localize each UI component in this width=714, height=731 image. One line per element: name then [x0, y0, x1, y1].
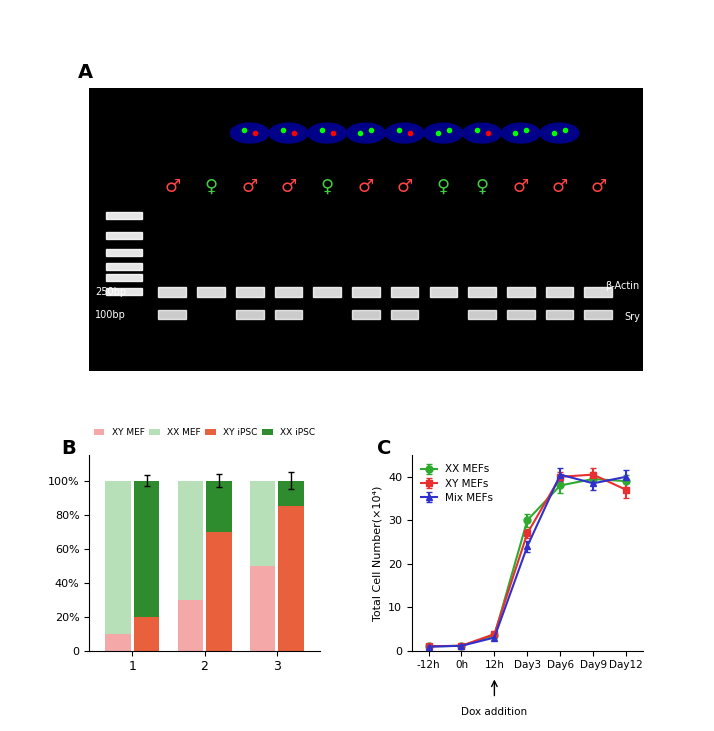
Text: ♂: ♂	[241, 178, 258, 196]
Bar	[106, 480, 131, 634]
Bar	[278, 506, 303, 651]
Bar	[236, 287, 263, 297]
Bar	[178, 599, 203, 651]
Bar	[206, 480, 231, 531]
Bar	[468, 310, 496, 319]
Text: A: A	[78, 63, 94, 82]
Text: ♂: ♂	[164, 178, 181, 196]
Circle shape	[346, 123, 386, 143]
Text: Male: Male	[159, 96, 186, 115]
Bar	[236, 310, 263, 319]
Text: ♀: ♀	[321, 178, 333, 196]
Legend: XX MEFs, XY MEFs, Mix MEFs: XX MEFs, XY MEFs, Mix MEFs	[417, 461, 498, 507]
Circle shape	[269, 123, 308, 143]
Bar	[278, 480, 303, 506]
Y-axis label: Total Cell Number(×10⁴): Total Cell Number(×10⁴)	[373, 485, 383, 621]
Bar	[585, 310, 612, 319]
Text: ♀: ♀	[476, 178, 488, 196]
Text: Female: Female	[192, 96, 230, 121]
Text: ♀: ♀	[204, 178, 218, 196]
Circle shape	[540, 123, 579, 143]
Bar	[250, 480, 275, 566]
Bar	[106, 212, 142, 219]
Bar	[250, 566, 275, 651]
Bar	[391, 310, 418, 319]
Text: Water: Water	[582, 96, 615, 118]
Bar	[430, 287, 457, 297]
Bar	[545, 310, 573, 319]
Circle shape	[308, 123, 346, 143]
Bar	[178, 480, 203, 599]
Bar	[159, 287, 186, 297]
Text: ♂: ♂	[396, 178, 413, 196]
Bar	[106, 232, 142, 238]
Bar	[106, 249, 142, 256]
Text: B: B	[61, 439, 76, 458]
Circle shape	[424, 123, 463, 143]
Bar	[352, 310, 380, 319]
Text: β-Actin: β-Actin	[605, 281, 640, 291]
Text: ♂: ♂	[281, 178, 296, 196]
Text: Marker: Marker	[104, 96, 141, 121]
Bar	[352, 287, 380, 297]
Text: Dox addition: Dox addition	[461, 707, 528, 717]
Bar	[206, 531, 231, 651]
Bar	[106, 274, 142, 281]
Bar	[507, 287, 535, 297]
Bar	[313, 287, 341, 297]
Text: ♂: ♂	[590, 178, 606, 196]
Bar	[106, 634, 131, 651]
Circle shape	[501, 123, 540, 143]
Bar	[134, 480, 159, 616]
Bar	[507, 310, 535, 319]
Bar	[585, 287, 612, 297]
Bar	[106, 289, 142, 295]
Circle shape	[386, 123, 424, 143]
Text: ♂: ♂	[358, 178, 374, 196]
Bar	[106, 263, 142, 270]
Bar	[545, 287, 573, 297]
Bar	[159, 310, 186, 319]
Bar	[197, 287, 225, 297]
Circle shape	[231, 123, 269, 143]
Bar	[275, 310, 302, 319]
Circle shape	[463, 123, 501, 143]
Bar	[468, 287, 496, 297]
Legend: XY MEF, XX MEF, XY iPSC, XX iPSC: XY MEF, XX MEF, XY iPSC, XX iPSC	[90, 425, 319, 441]
Bar	[134, 616, 159, 651]
Text: ♀: ♀	[437, 178, 450, 196]
Text: 100bp: 100bp	[95, 309, 126, 319]
Bar	[275, 287, 302, 297]
Text: 250bp: 250bp	[95, 287, 126, 297]
Text: Sry: Sry	[624, 312, 640, 322]
Text: ♂: ♂	[551, 178, 568, 196]
Text: iPSC   colonies: iPSC colonies	[364, 96, 445, 106]
Bar	[391, 287, 418, 297]
Text: ♂: ♂	[513, 178, 529, 196]
Text: C: C	[378, 439, 392, 458]
